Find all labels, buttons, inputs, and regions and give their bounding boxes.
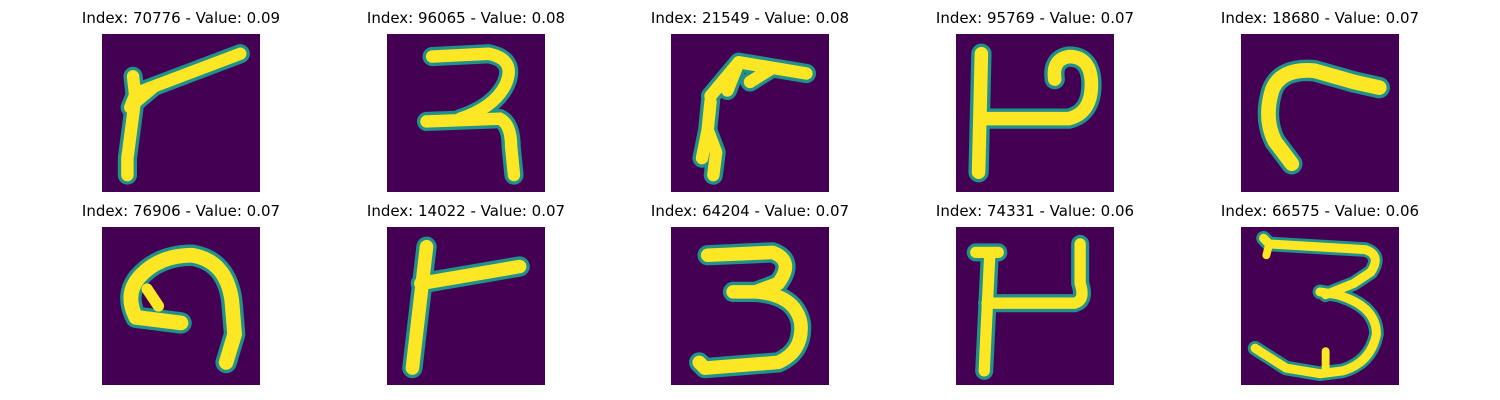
digit-image	[1241, 227, 1399, 385]
panel-title: Index: 74331 - Value: 0.06	[935, 202, 1135, 220]
digit-image	[387, 227, 545, 385]
panel-title: Index: 18680 - Value: 0.07	[1220, 9, 1420, 27]
digit-image	[956, 34, 1114, 192]
panel-title: Index: 76906 - Value: 0.07	[81, 202, 281, 220]
panel-title: Index: 95769 - Value: 0.07	[935, 9, 1135, 27]
panel-title: Index: 14022 - Value: 0.07	[366, 202, 566, 220]
panel-title: Index: 96065 - Value: 0.08	[366, 9, 566, 27]
digit-image	[102, 227, 260, 385]
panel-title: Index: 64204 - Value: 0.07	[650, 202, 850, 220]
digit-image	[1241, 34, 1399, 192]
digit-image	[956, 227, 1114, 385]
panel-title: Index: 21549 - Value: 0.08	[650, 9, 850, 27]
digit-image	[387, 34, 545, 192]
digit-image	[102, 34, 260, 192]
digit-image	[671, 34, 829, 192]
digit-image	[671, 227, 829, 385]
panel-title: Index: 66575 - Value: 0.06	[1220, 202, 1420, 220]
panel-title: Index: 70776 - Value: 0.09	[81, 9, 281, 27]
